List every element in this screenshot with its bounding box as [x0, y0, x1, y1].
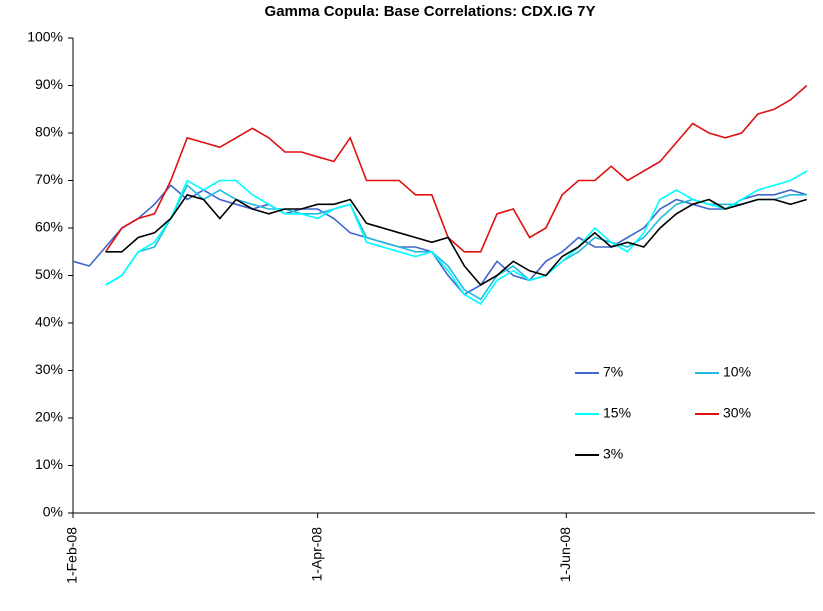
line-series [104, 84, 808, 253]
y-tick-label: 50% [35, 266, 63, 282]
y-tick-label: 0% [43, 504, 63, 520]
line-series [105, 170, 808, 306]
legend-label: 7% [603, 364, 623, 380]
legend-label: 30% [723, 405, 751, 421]
y-tick-label: 60% [35, 219, 63, 235]
y-tick-label: 70% [35, 171, 63, 187]
y-tick-label: 10% [35, 456, 63, 472]
y-tick-label: 20% [35, 409, 63, 425]
line-series [105, 184, 807, 301]
y-tick-label: 40% [35, 314, 63, 330]
y-tick-label: 80% [35, 124, 63, 140]
y-tick-label: 100% [27, 29, 63, 45]
x-tick-label: 1-Feb-08 [64, 527, 80, 584]
chart-title: Gamma Copula: Base Correlations: CDX.IG … [265, 3, 596, 20]
legend-label: 3% [603, 446, 623, 462]
y-tick-label: 30% [35, 361, 63, 377]
x-tick-label: 1-Jun-08 [557, 527, 573, 582]
legend-label: 15% [603, 405, 631, 421]
x-tick-label: 1-Apr-08 [308, 527, 324, 582]
line-series [105, 193, 808, 287]
y-tick-label: 90% [35, 76, 63, 92]
legend-label: 10% [723, 364, 751, 380]
